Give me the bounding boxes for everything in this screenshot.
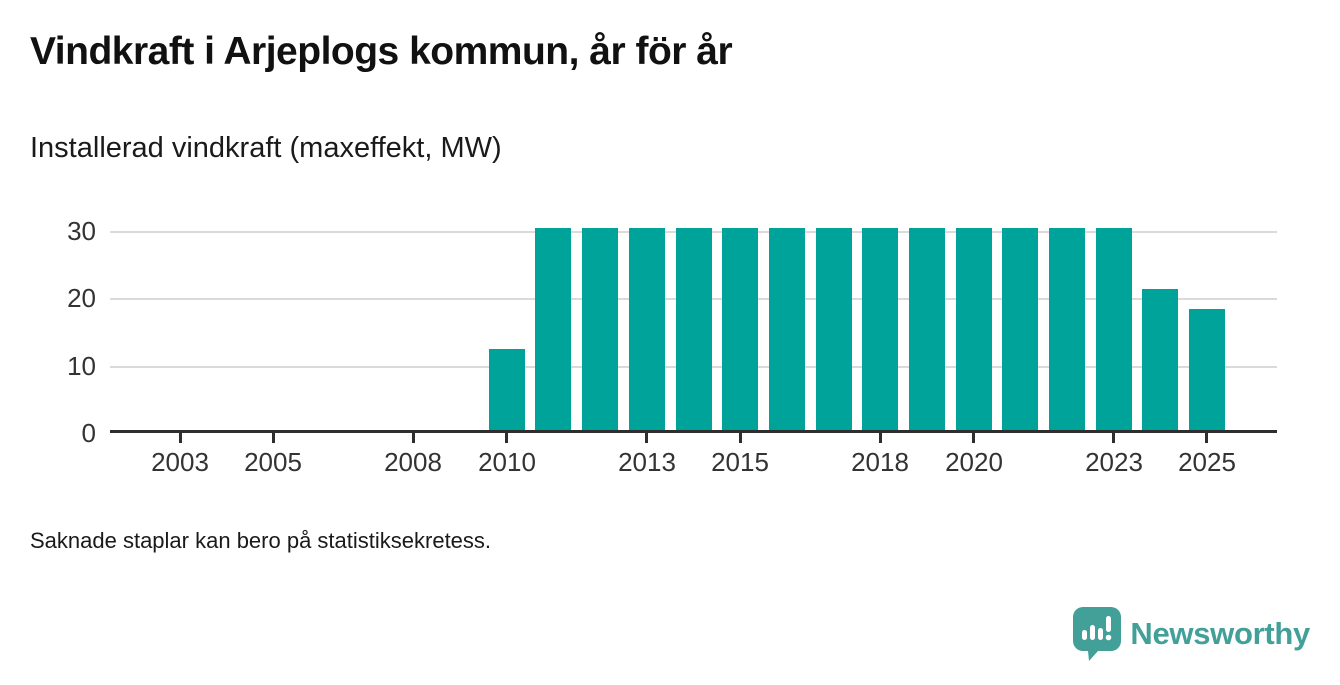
x-tick-2008 (412, 433, 415, 443)
chart-subtitle: Installerad vindkraft (maxeffekt, MW) (30, 132, 502, 164)
footnote: Saknade staplar kan bero på statistiksek… (30, 528, 492, 553)
x-tick-2005 (272, 433, 275, 443)
chart-title: Vindkraft i Arjeplogs kommun, år för år (30, 30, 733, 73)
x-axis: 2003 2005 2008 2010 2013 2015 2018 2020 2023 2025 (110, 433, 1277, 483)
newsworthy-wordmark: Newsworthy (1130, 616, 1310, 651)
bar-2019 (909, 228, 945, 430)
bar-2025 (1189, 309, 1225, 430)
x-tick-2020 (972, 433, 975, 443)
x-tick-label-2008: 2008 (384, 447, 442, 477)
x-tick-label-2005: 2005 (244, 447, 302, 477)
y-tick-label-20: 20 (67, 283, 96, 313)
x-tick-label-2013: 2013 (618, 447, 676, 477)
x-tick-2018 (879, 433, 882, 443)
x-tick-2013 (645, 433, 648, 443)
bar-2013 (629, 228, 665, 430)
x-tick-2015 (739, 433, 742, 443)
x-tick-label-2015: 2015 (711, 447, 769, 477)
y-axis-labels: 0 10 20 30 (0, 218, 96, 446)
x-tick-label-2018: 2018 (851, 447, 909, 477)
bar-2016 (769, 228, 805, 430)
x-tick-label-2003: 2003 (151, 447, 209, 477)
bar-2012 (582, 228, 618, 430)
x-tick-2025 (1205, 433, 1208, 443)
plot-area (110, 228, 1277, 433)
bar-2024 (1142, 289, 1178, 430)
bar-2017 (816, 228, 852, 430)
y-tick-label-10: 10 (67, 351, 96, 381)
bar-2021 (1002, 228, 1038, 430)
bar-2023 (1096, 228, 1132, 430)
newsworthy-logo: Newsworthy (1073, 607, 1310, 661)
newsworthy-bubble-chart-icon (1073, 607, 1122, 661)
bar-2018 (862, 228, 898, 430)
y-tick-label-30: 30 (67, 216, 96, 246)
bar-2010 (489, 349, 525, 430)
bar-2014 (676, 228, 712, 430)
x-tick-label-2010: 2010 (478, 447, 536, 477)
x-tick-2023 (1112, 433, 1115, 443)
bar-2022 (1049, 228, 1085, 430)
bar-2015 (722, 228, 758, 430)
x-tick-2010 (505, 433, 508, 443)
x-tick-label-2025: 2025 (1178, 447, 1236, 477)
bar-2020 (956, 228, 992, 430)
y-tick-label-0: 0 (81, 418, 96, 448)
x-tick-2003 (179, 433, 182, 443)
x-tick-label-2020: 2020 (945, 447, 1003, 477)
x-tick-label-2023: 2023 (1085, 447, 1143, 477)
bar-2011 (535, 228, 571, 430)
